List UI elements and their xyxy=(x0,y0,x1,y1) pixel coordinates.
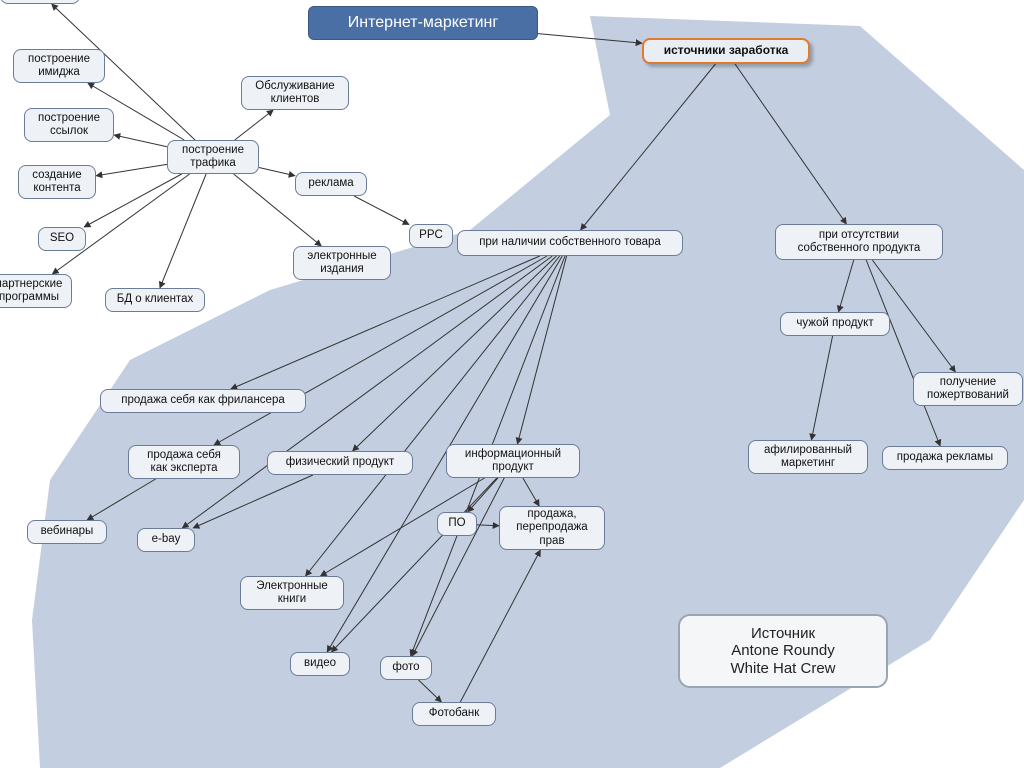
edge-own-physical xyxy=(353,256,557,451)
node-service: Обслуживание клиентов xyxy=(241,76,349,110)
node-source: Источник Antone Roundy White Hat Crew xyxy=(678,614,888,688)
node-soc: в соц. сетях xyxy=(0,0,80,4)
edge-photobank-rights xyxy=(460,550,540,702)
node-ads: реклама xyxy=(295,172,367,196)
node-noown: при отсутствии собственного продукта xyxy=(775,224,943,260)
node-ppc: PPC xyxy=(409,224,453,248)
node-photo: фото xyxy=(380,656,432,680)
node-links: построение ссылок xyxy=(24,108,114,142)
node-photobank: Фотобанк xyxy=(412,702,496,726)
node-video: видео xyxy=(290,652,350,676)
edge-traffic-seo xyxy=(84,174,182,227)
edge-title-income xyxy=(538,34,642,44)
edge-info-rights xyxy=(523,478,539,506)
edge-expert-webinar xyxy=(87,479,156,520)
edge-ads-ppc xyxy=(354,196,409,225)
node-seo: SEO xyxy=(38,227,86,251)
node-expert: продажа себя как эксперта xyxy=(128,445,240,479)
node-donate: получение пожертвований xyxy=(913,372,1023,406)
node-partner: партнерские программы xyxy=(0,274,72,308)
node-freelance: продажа себя как фрилансера xyxy=(100,389,306,413)
edge-own-expert xyxy=(214,256,547,445)
node-title: Интернет-маркетинг xyxy=(308,6,538,40)
edge-traffic-clientsdb xyxy=(160,174,206,288)
node-income: источники заработка xyxy=(642,38,810,64)
node-soft: ПО xyxy=(437,512,477,536)
node-affiliate: афилированный маркетинг xyxy=(748,440,868,474)
edge-own-info xyxy=(517,256,566,444)
edge-physical-ebay xyxy=(193,475,313,528)
edge-traffic-ads xyxy=(259,168,295,176)
node-other: чужой продукт xyxy=(780,312,890,336)
node-webinar: вебинары xyxy=(27,520,107,544)
edge-other-affiliate xyxy=(811,336,832,440)
node-image: построение имиджа xyxy=(13,49,105,83)
edge-traffic-service xyxy=(235,110,273,140)
edge-info-video xyxy=(331,478,496,652)
edge-soft-rights xyxy=(477,525,499,526)
node-clientsdb: БД о клиентах xyxy=(105,288,205,312)
edge-traffic-content xyxy=(96,164,167,175)
edge-traffic-links xyxy=(114,135,167,147)
node-ebay: e-bay xyxy=(137,528,195,552)
edge-income-noown xyxy=(735,64,846,224)
edge-info-soft xyxy=(468,478,498,512)
node-rights: продажа, перепродажа прав xyxy=(499,506,605,550)
edge-income-own xyxy=(581,64,716,230)
edge-info-photo xyxy=(412,478,504,656)
node-epub: электронные издания xyxy=(293,246,391,280)
node-ebooks: Электронные книги xyxy=(240,576,344,610)
node-own: при наличии собственного товара xyxy=(457,230,683,256)
node-sellads: продажа рекламы xyxy=(882,446,1008,470)
diagram-stage: Интернет-маркетинг в соц. сетях построение… xyxy=(0,0,1024,768)
node-physical: физический продукт xyxy=(267,451,413,475)
node-traffic: построение трафика xyxy=(167,140,259,174)
edge-noown-sellads xyxy=(866,260,940,446)
edge-noown-other xyxy=(839,260,854,312)
node-content: создание контента xyxy=(18,165,96,199)
edge-photo-photobank xyxy=(419,680,442,702)
node-info: информационный продукт xyxy=(446,444,580,478)
